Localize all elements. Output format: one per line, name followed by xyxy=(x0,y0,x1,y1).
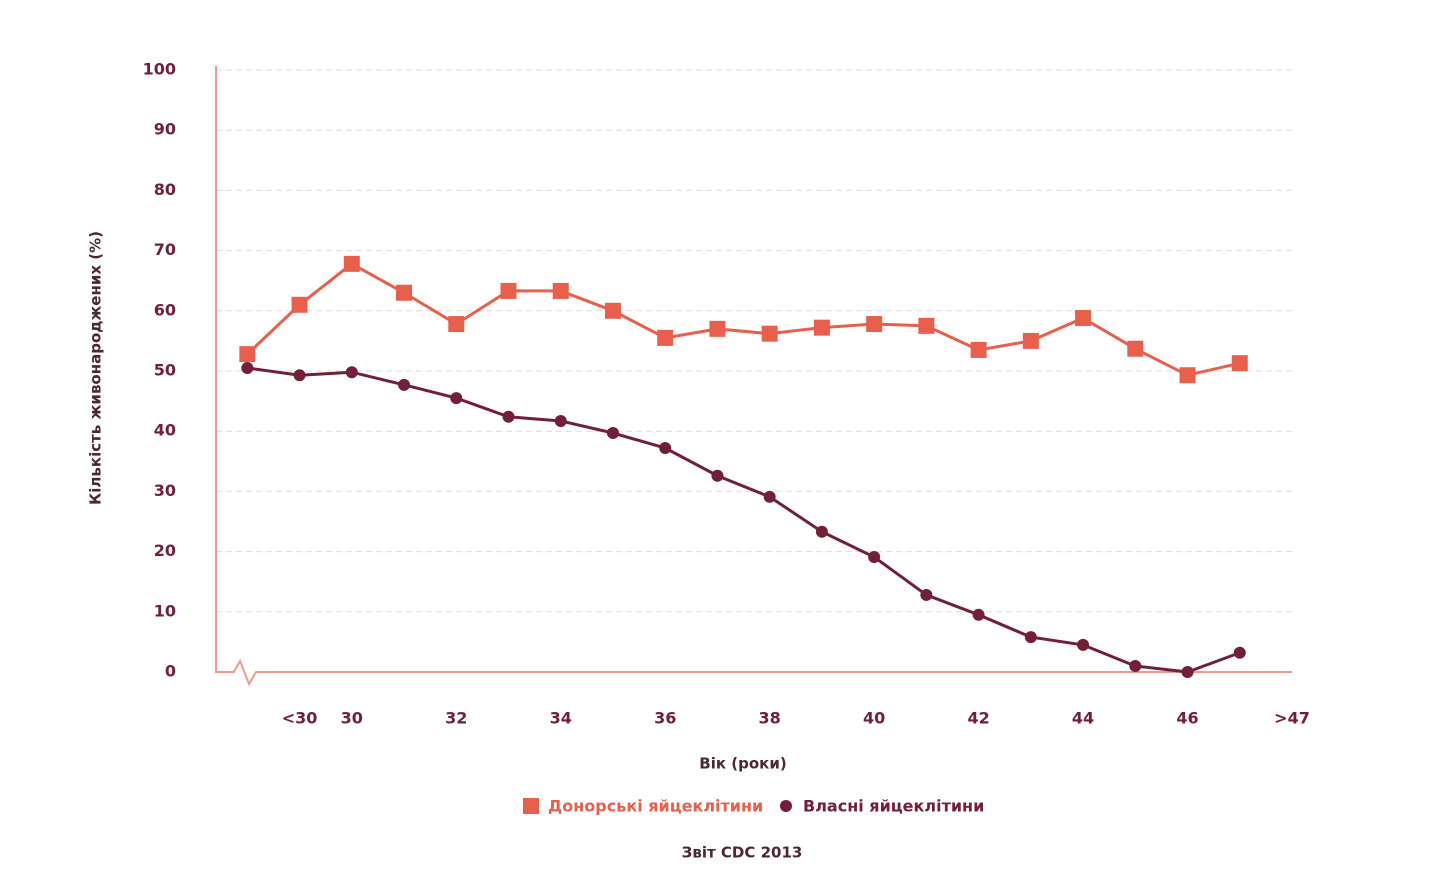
y-tick-label: 90 xyxy=(154,120,176,139)
x-tick-label: 30 xyxy=(341,709,363,728)
y-tick-label: 80 xyxy=(154,180,176,199)
point xyxy=(293,369,306,382)
y-tick-label: 0 xyxy=(165,662,176,681)
point xyxy=(554,414,567,427)
point xyxy=(1233,646,1246,659)
y-tick-label: 60 xyxy=(154,300,176,319)
x-tick-label: 44 xyxy=(1072,709,1094,728)
point xyxy=(866,316,883,333)
x-tick-label: 38 xyxy=(759,709,781,728)
point xyxy=(500,282,517,299)
point xyxy=(239,346,256,363)
y-tick-label: 30 xyxy=(154,481,176,500)
series-line xyxy=(247,366,1241,674)
legend-label: Власні яйцеклітини xyxy=(803,797,984,816)
point xyxy=(345,366,358,379)
point xyxy=(763,490,776,503)
y-axis-label: Кількість живонароджених (%) xyxy=(87,231,105,505)
point xyxy=(396,284,413,301)
point xyxy=(657,329,674,346)
x-tick-label: <30 xyxy=(282,709,318,728)
point xyxy=(604,302,621,319)
source: Звіт CDC 2013 xyxy=(682,844,803,862)
axes xyxy=(215,66,1292,687)
y-tick-label: 10 xyxy=(154,601,176,620)
x-tick-label: 42 xyxy=(967,709,989,728)
x-tick-label: 40 xyxy=(863,709,885,728)
point xyxy=(1127,340,1144,357)
legend-marker xyxy=(523,798,539,814)
x-tick-label: 36 xyxy=(654,709,676,728)
point xyxy=(1024,631,1037,644)
series-line xyxy=(246,262,1241,377)
point xyxy=(761,325,778,342)
point xyxy=(552,282,569,299)
point xyxy=(241,361,254,374)
y-tick-label: 40 xyxy=(154,421,176,440)
point xyxy=(606,427,619,440)
point xyxy=(868,551,881,564)
point xyxy=(972,608,985,621)
point xyxy=(1077,638,1090,651)
x-tick-label: 46 xyxy=(1176,709,1198,728)
y-tick-label: 100 xyxy=(143,60,176,79)
y-tick-label: 50 xyxy=(154,361,176,380)
x-axis-label: Вік (роки) xyxy=(699,755,786,773)
point xyxy=(815,525,828,538)
point xyxy=(709,320,726,337)
point xyxy=(1129,659,1142,672)
point xyxy=(448,316,465,333)
point xyxy=(450,392,463,405)
point xyxy=(1022,332,1039,349)
point xyxy=(502,410,515,423)
point xyxy=(1181,666,1194,678)
point xyxy=(343,255,360,272)
x-tick-label: 32 xyxy=(445,709,467,728)
point xyxy=(1075,310,1092,327)
y-tick-label: 70 xyxy=(154,240,176,259)
y-tick-label: 20 xyxy=(154,541,176,560)
point xyxy=(813,319,830,336)
point xyxy=(918,317,935,334)
point xyxy=(920,588,933,601)
point xyxy=(1179,367,1196,384)
point xyxy=(970,341,987,358)
x-tick-label: >47 xyxy=(1274,709,1310,728)
legend-label: Донорські яйцеклітини xyxy=(548,797,763,816)
point xyxy=(711,469,724,482)
x-tick-label: 34 xyxy=(550,709,572,728)
point xyxy=(398,378,411,391)
point xyxy=(1231,355,1248,372)
legend-marker xyxy=(780,800,792,812)
point xyxy=(291,296,308,313)
point xyxy=(659,442,672,455)
